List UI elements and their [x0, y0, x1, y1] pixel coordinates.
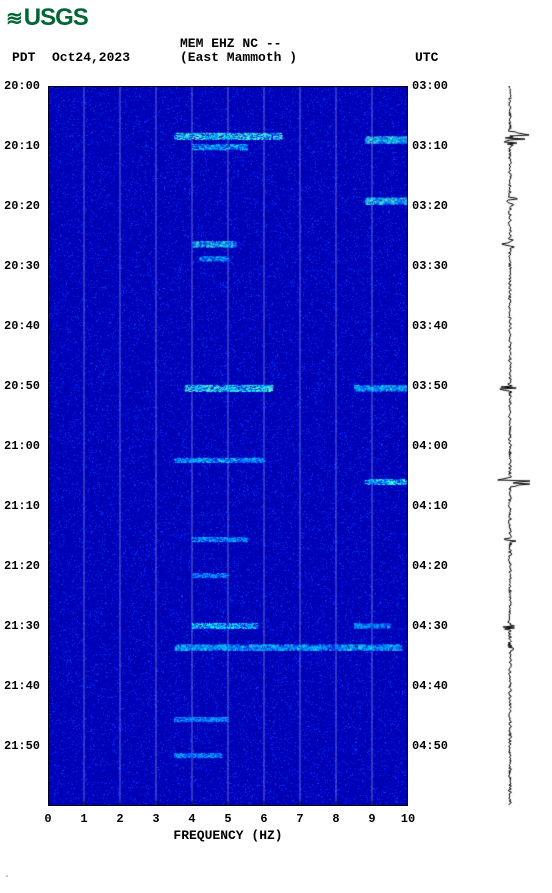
timezone-left: PDT — [12, 50, 35, 65]
y-right-tick-label: 03:20 — [412, 199, 458, 213]
waveform-panel — [480, 86, 540, 806]
y-left-tick-label: 20:50 — [4, 379, 50, 393]
x-axis-title: FREQUENCY (HZ) — [48, 828, 408, 843]
spectrogram-plot — [48, 86, 408, 806]
footer-mark: . — [4, 870, 10, 881]
y-left-tick-label: 21:00 — [4, 439, 50, 453]
timezone-right: UTC — [415, 50, 438, 65]
x-tick-label: 8 — [332, 812, 339, 826]
y-right-tick-label: 04:20 — [412, 559, 458, 573]
spectrogram-canvas — [48, 86, 408, 806]
y-left-tick-label: 21:50 — [4, 739, 50, 753]
x-tick-label: 3 — [152, 812, 159, 826]
x-tick-label: 5 — [224, 812, 231, 826]
y-right-tick-label: 04:30 — [412, 619, 458, 633]
y-axis-left-labels: 20:0020:1020:2020:3020:4020:5021:0021:10… — [0, 86, 50, 806]
y-right-tick-label: 04:00 — [412, 439, 458, 453]
logo-wave-icon: ≋ — [6, 6, 22, 31]
x-tick-label: 4 — [188, 812, 195, 826]
x-tick-label: 6 — [260, 812, 267, 826]
y-left-tick-label: 21:40 — [4, 679, 50, 693]
x-tick-label: 0 — [44, 812, 51, 826]
waveform-canvas — [480, 86, 540, 806]
y-left-tick-label: 20:10 — [4, 139, 50, 153]
y-left-tick-label: 20:40 — [4, 319, 50, 333]
x-tick-label: 2 — [116, 812, 123, 826]
x-tick-label: 1 — [80, 812, 87, 826]
y-right-tick-label: 03:00 — [412, 79, 458, 93]
y-right-tick-label: 03:30 — [412, 259, 458, 273]
logo-text: USGS — [24, 4, 88, 31]
y-left-tick-label: 20:00 — [4, 79, 50, 93]
y-right-tick-label: 04:10 — [412, 499, 458, 513]
station-code: MEM EHZ NC -- — [180, 36, 281, 51]
y-right-tick-label: 03:50 — [412, 379, 458, 393]
y-right-tick-label: 04:40 — [412, 679, 458, 693]
y-left-tick-label: 20:20 — [4, 199, 50, 213]
y-right-tick-label: 03:10 — [412, 139, 458, 153]
y-right-tick-label: 04:50 — [412, 739, 458, 753]
station-location: (East Mammoth ) — [180, 50, 297, 65]
x-tick-label: 10 — [401, 812, 415, 826]
y-left-tick-label: 21:30 — [4, 619, 50, 633]
y-left-tick-label: 20:30 — [4, 259, 50, 273]
header-date: Oct24,2023 — [52, 50, 130, 65]
y-axis-right-labels: 03:0003:1003:2003:3003:4003:5004:0004:10… — [412, 86, 462, 806]
x-tick-label: 9 — [368, 812, 375, 826]
y-left-tick-label: 21:20 — [4, 559, 50, 573]
x-tick-label: 7 — [296, 812, 303, 826]
y-left-tick-label: 21:10 — [4, 499, 50, 513]
y-right-tick-label: 03:40 — [412, 319, 458, 333]
usgs-logo: ≋USGS — [6, 4, 88, 32]
